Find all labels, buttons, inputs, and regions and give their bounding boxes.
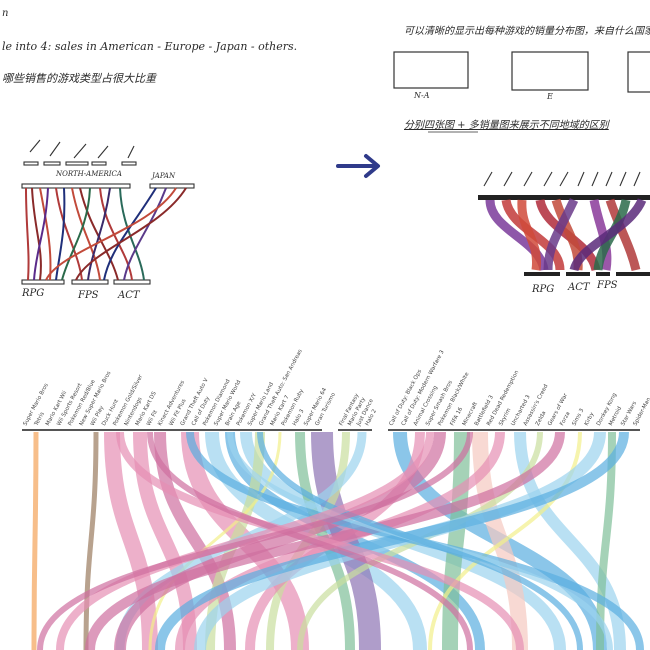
chart-flows	[31, 431, 644, 650]
note-line-2: le into 4: sales in American - Europe - …	[2, 40, 298, 53]
sketch-label-fps: FPS	[78, 290, 99, 301]
flow-band	[147, 431, 473, 650]
sketch-right-flows	[485, 197, 647, 272]
right-arrow-icon	[336, 154, 380, 178]
sketch-right-label-rpg: RPG	[532, 284, 555, 295]
note-line-3: 哪些销售的游戏类型占很大比重	[2, 72, 156, 85]
note-line-1: n	[2, 8, 9, 19]
flow-band	[257, 431, 583, 650]
flow-band	[442, 431, 470, 650]
sketch-left-top-nodes	[21, 139, 195, 285]
flow-band	[83, 431, 99, 650]
note-right-top: 可以清晰的显示出每种游戏的销量分布图，来自什么国家	[404, 26, 650, 37]
flow-band	[37, 431, 473, 650]
box-label-e: E	[547, 92, 553, 101]
flow-band	[116, 431, 524, 650]
node-label: Kirby	[584, 411, 596, 427]
sketch-left-flows	[25, 187, 187, 281]
flow-band	[104, 431, 158, 650]
sketch-right-label-act: ACT	[568, 282, 590, 293]
node-label: Forza	[559, 411, 571, 427]
sketch-box-e	[511, 51, 589, 91]
sketch-box-3	[627, 51, 650, 93]
flow-band	[155, 431, 629, 650]
box-label-na: N-A	[414, 91, 430, 100]
sketch-box-na	[393, 51, 469, 89]
sketch-label-rpg: RPG	[22, 288, 45, 299]
flow-band	[31, 431, 39, 650]
node-label: Zelda	[535, 410, 548, 427]
sketch-label-north-america: NORTH-AMERICA	[56, 170, 122, 178]
sketch-right-top-nodes	[483, 171, 641, 187]
note-right-mid: 分别四张图 + 多销量图来展示不同地域的区别	[404, 120, 609, 131]
sketch-right-label-fps: FPS	[597, 280, 618, 291]
node-label: Spider-Man	[632, 396, 650, 427]
sketch-drawing	[21, 51, 650, 285]
sketch-label-japan: JAPAN	[152, 172, 176, 180]
node-label: Tetris	[33, 411, 46, 428]
flow-band	[114, 431, 446, 650]
sketch-label-act: ACT	[118, 290, 140, 301]
